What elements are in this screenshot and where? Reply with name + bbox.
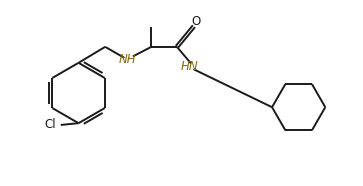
Text: O: O (191, 15, 200, 28)
Text: NH: NH (118, 53, 136, 66)
Text: HN: HN (180, 60, 198, 73)
Text: Cl: Cl (45, 118, 56, 132)
